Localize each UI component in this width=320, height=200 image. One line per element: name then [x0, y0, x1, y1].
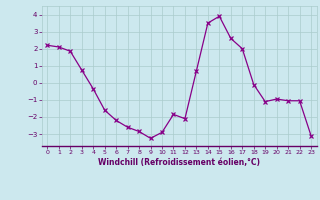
X-axis label: Windchill (Refroidissement éolien,°C): Windchill (Refroidissement éolien,°C) — [98, 158, 260, 167]
